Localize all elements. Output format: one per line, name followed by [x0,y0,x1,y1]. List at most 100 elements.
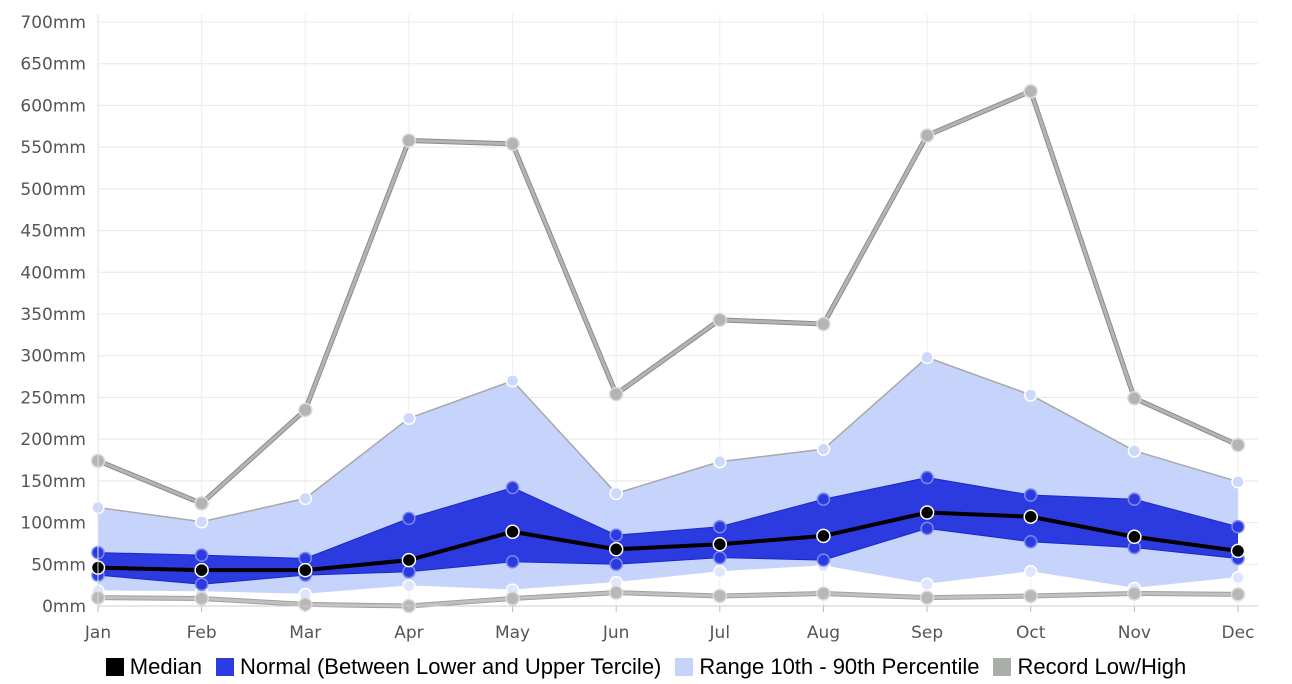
legend-item-median[interactable]: Median [105,654,202,680]
x-tick-label: Jul [709,623,731,643]
upper-tercile-point [505,480,520,495]
legend-swatch-range [675,658,694,676]
median-point [1127,529,1142,545]
record-low-line [97,591,1239,608]
median-point [608,542,624,557]
p90-point [713,454,727,469]
legend-item-range[interactable]: Range 10th - 90th Percentile [675,654,979,680]
upper-tercile-point [1127,492,1142,506]
y-tick-label: 450mm [20,222,86,242]
upper-tercile-point [194,548,209,562]
p90-point [609,486,623,501]
record-high-point [816,316,831,332]
median-point [919,505,935,520]
upper-tercile-point [816,492,831,506]
series-lines [97,88,1240,609]
record-low-point [1230,587,1246,602]
legend-swatch-median [105,658,124,676]
median-point [1230,543,1246,559]
lower-tercile-point [920,521,934,536]
legend-item-normal[interactable]: Normal (Between Lower and Upper Tercile) [215,654,662,680]
upper-tercile-point [1023,488,1038,502]
lower-tercile-point [816,553,831,567]
record-low-point [1023,588,1038,604]
record-high-point [608,386,624,402]
p90-point [816,442,831,456]
x-tick-label: May [495,623,530,643]
upper-tercile-point [402,511,416,526]
x-tick-label: Dec [1222,623,1255,643]
p90-line [97,356,1239,523]
median-point [401,552,417,568]
record-low-point [712,588,728,604]
record-high-point [1023,83,1038,99]
median-line [97,510,1239,573]
legend-label-median: Median [129,654,202,679]
y-tick-label: 650mm [20,55,86,75]
p10-point [920,577,934,592]
upper-tercile-point [609,528,623,542]
y-tick-label: 500mm [20,180,86,200]
precipitation-chart: 0mm 50mm 100mm 150mm 200mm 250mm 300mm 350mm 400… [20,13,1258,643]
p10-point [1023,565,1038,579]
x-tick-label: Sep [911,623,943,643]
lower-tercile-point [609,557,623,572]
p90-point [1127,444,1142,458]
x-axis: Jan Feb Mar Apr May Jun Jul Aug Sep Oct Nov Dec [84,605,1258,643]
band-areas [98,357,1238,595]
record-low-point [194,591,209,606]
x-tick-label: Jun [602,623,630,643]
y-tick-label: 300mm [20,347,86,367]
p90-point [298,491,313,506]
y-tick-label: 200mm [20,430,86,450]
chart-legend: Median Normal (Between Lower and Upper T… [0,650,1292,684]
record-low-point [505,591,520,606]
record-high-point [712,312,728,328]
record-high-point [298,402,313,418]
lower-tercile-point [505,555,520,569]
upper-tercile-point [713,519,727,534]
y-tick-label: 700mm [20,13,86,33]
record-high-line [97,89,1239,505]
legend-swatch-record [993,658,1012,676]
median-point [1023,509,1038,524]
legend-label-record: Record Low/High [1017,654,1187,679]
record-low-point [608,585,624,600]
x-tick-label: Nov [1118,623,1151,643]
x-tick-label: Mar [289,623,321,643]
legend-label-normal: Normal (Between Lower and Upper Tercile) [239,654,662,679]
y-tick-label: 150mm [20,472,86,492]
p10-point [713,565,727,579]
record-high-point [505,136,520,152]
median-point [298,562,313,578]
y-tick-label: 600mm [20,96,86,116]
lower-tercile-point [194,577,209,592]
p90-point [505,373,520,388]
lower-tercile-point [402,565,416,579]
median-point [505,524,520,539]
lower-tercile-point [713,550,727,565]
record-high-point [194,496,209,511]
median-point [712,537,728,552]
median-point [816,528,831,544]
y-tick-label: 100mm [20,514,86,534]
record-low-point [816,586,831,601]
legend-item-record[interactable]: Record Low/High [993,654,1186,680]
p10-point [402,579,416,593]
p90-point [402,411,416,426]
upper-tercile-point [1231,519,1245,534]
y-tick-label: 550mm [20,138,86,158]
x-tick-label: Apr [394,623,423,643]
x-tick-label: Feb [187,623,217,643]
y-tick-label: 50mm [31,555,86,575]
p90-point [920,350,934,365]
y-tick-label: 400mm [20,263,86,283]
x-tick-label: Jan [84,623,111,643]
legend-swatch-normal [215,658,234,676]
upper-tercile-point [298,551,313,566]
y-tick-label: 250mm [20,388,86,408]
legend-label-range: Range 10th - 90th Percentile [699,654,980,679]
record-high-point [401,133,417,148]
p90-point [1023,388,1038,402]
record-high-point [1127,391,1142,406]
